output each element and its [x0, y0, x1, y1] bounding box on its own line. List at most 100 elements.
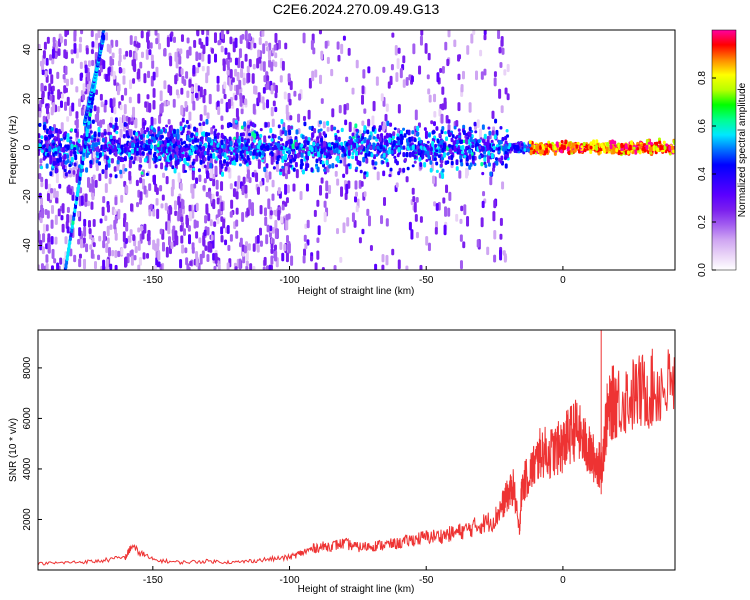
heat-cell [328, 164, 332, 169]
heat-cell [241, 185, 245, 196]
heat-cell [476, 119, 480, 129]
heat-cell [38, 172, 42, 180]
heat-cell [372, 135, 376, 140]
x-tick-label: 0 [560, 575, 566, 586]
heat-cell [169, 155, 173, 161]
heat-cell [91, 192, 95, 201]
heat-cell [223, 93, 227, 100]
heat-cell [44, 178, 48, 190]
heat-cell [119, 128, 123, 138]
heat-cell [319, 184, 323, 196]
heat-cell [235, 153, 239, 159]
heat-cell [372, 142, 376, 148]
heat-cell [98, 173, 102, 182]
heat-cell [253, 123, 257, 128]
heat-cell [111, 140, 115, 146]
heat-cell [468, 102, 472, 113]
heat-cell [145, 49, 149, 60]
heat-cell [64, 144, 68, 148]
heat-cell [273, 44, 277, 51]
heat-cell [499, 160, 503, 164]
heat-cell [357, 146, 361, 152]
heat-cell [153, 117, 157, 125]
heat-cell [605, 146, 609, 153]
heat-cell [92, 150, 96, 159]
heat-cell [198, 122, 202, 127]
heat-cell [55, 168, 59, 174]
heat-cell [242, 77, 246, 86]
heat-cell [102, 60, 106, 70]
heat-cell [212, 173, 216, 180]
heat-cell [159, 90, 163, 102]
heat-cell [371, 159, 375, 166]
heat-cell [672, 139, 675, 144]
heat-cell [358, 237, 362, 244]
heat-cell [426, 150, 430, 156]
heat-cell [150, 136, 154, 140]
heat-cell [335, 157, 339, 162]
heat-cell [453, 39, 457, 48]
heat-cell [60, 36, 64, 44]
heat-cell [322, 140, 326, 147]
heat-cell [279, 75, 283, 83]
heat-cell [639, 143, 643, 147]
heat-cell [374, 263, 378, 270]
heat-cell [645, 144, 649, 150]
heat-cell [526, 148, 530, 152]
heat-cell [495, 129, 499, 136]
heat-cell [232, 188, 236, 198]
heat-cell [360, 141, 364, 145]
heat-cell [167, 220, 171, 232]
heat-cell [124, 87, 128, 96]
heat-cell [457, 146, 461, 150]
heat-cell [446, 152, 450, 156]
heat-cell [285, 214, 289, 222]
heat-cell [114, 122, 118, 129]
heat-cell [334, 170, 338, 177]
heat-cell [333, 143, 337, 148]
heat-cell [68, 107, 72, 117]
heat-cell [184, 152, 188, 158]
heat-cell [90, 48, 94, 55]
heat-cell [504, 87, 508, 95]
heat-cell [528, 143, 532, 148]
heat-cell [41, 93, 45, 105]
heat-cell [216, 217, 220, 225]
heat-cell [115, 130, 119, 135]
heat-cell [410, 229, 414, 240]
heat-cell [564, 139, 568, 145]
heat-cell [46, 152, 50, 157]
heat-cell [99, 93, 103, 101]
heat-cell [217, 208, 221, 217]
heat-cell [248, 58, 252, 68]
colorbar-tick-label: 0.0 [697, 263, 708, 277]
heat-cell [167, 131, 171, 138]
heat-cell [238, 144, 242, 150]
heat-cell [567, 151, 571, 155]
heat-cell [145, 139, 149, 144]
heat-cell [354, 155, 358, 161]
heat-cell [153, 264, 157, 270]
heat-cell [160, 151, 164, 155]
heat-cell [307, 150, 311, 157]
heat-cell [372, 100, 376, 112]
heat-cell [220, 181, 224, 191]
heat-cell [75, 131, 79, 138]
heat-cell [302, 32, 306, 44]
heat-cell [433, 157, 437, 162]
heat-cell [249, 150, 253, 156]
heat-cell [189, 164, 193, 168]
heat-cell [238, 48, 242, 59]
heat-cell [146, 31, 150, 43]
heat-cell [46, 193, 50, 202]
heat-cell [314, 262, 318, 270]
heat-cell [402, 79, 406, 88]
heat-cell [382, 152, 386, 158]
heat-cell [300, 152, 304, 158]
heat-cell [165, 246, 169, 258]
heat-cell [102, 34, 106, 41]
heat-cell [419, 35, 423, 46]
heat-cell [450, 154, 454, 161]
heat-cell [62, 74, 66, 80]
heat-cell [236, 138, 240, 144]
